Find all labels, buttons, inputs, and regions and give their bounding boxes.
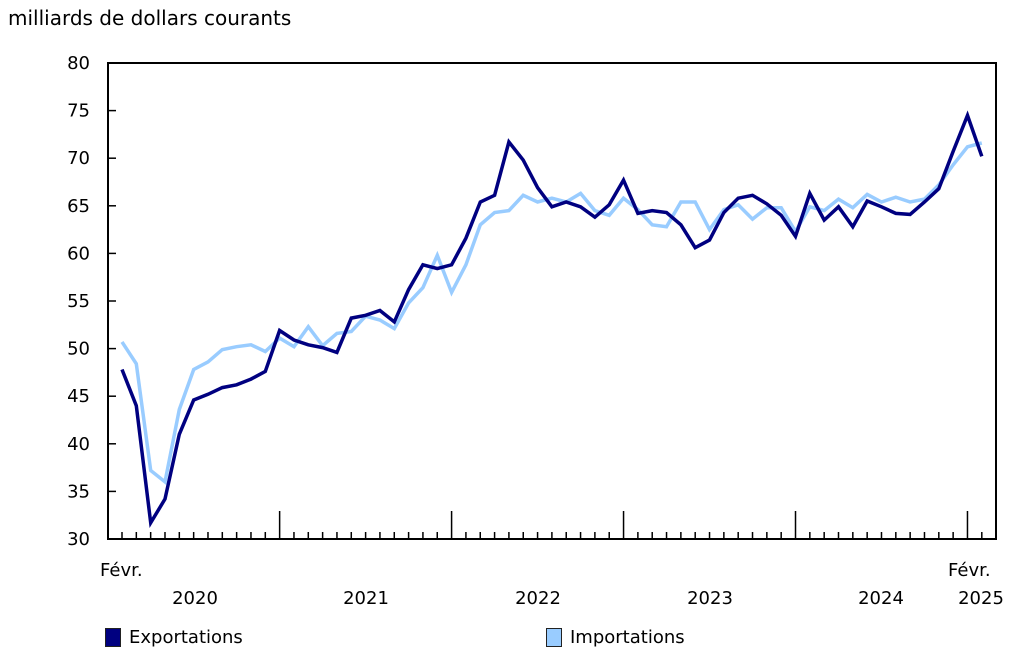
legend-label-exportations: Exportations: [129, 627, 243, 648]
x-start-month-label: Févr.: [100, 560, 143, 581]
y-tick-label: 60: [67, 243, 90, 264]
y-axis-unit-label: milliards de dollars courants: [8, 6, 292, 30]
y-tick-label: 35: [67, 481, 90, 502]
x-year-label: 2023: [687, 588, 733, 609]
importations-swatch-icon: [546, 628, 562, 647]
chart-frame: [107, 62, 997, 540]
y-tick-label: 50: [67, 339, 90, 360]
y-tick-label: 65: [67, 196, 90, 217]
x-year-label: 2022: [515, 588, 561, 609]
legend-label-importations: Importations: [570, 627, 685, 648]
legend-item-importations: Importations: [546, 627, 685, 648]
y-tick-label: 55: [67, 291, 90, 312]
x-year-label: 2024: [858, 588, 904, 609]
y-tick-label: 75: [67, 101, 90, 122]
y-tick-label: 45: [67, 386, 90, 407]
x-year-label: 2025: [958, 588, 1004, 609]
y-tick-label: 40: [67, 434, 90, 455]
x-year-label: 2021: [343, 588, 389, 609]
plot-area-border: [107, 62, 997, 540]
y-tick-label: 70: [67, 148, 90, 169]
x-axis: Févr. Févr. 2020 2021 2022 2023 2024 2025: [100, 511, 1004, 609]
exportations-swatch-icon: [105, 628, 121, 647]
series-line-exportations: [120, 110, 984, 529]
y-tick-label: 80: [67, 53, 90, 74]
x-year-label: 2020: [172, 588, 218, 609]
plot-lines: [120, 110, 984, 529]
legend-item-exportations: Exportations: [105, 627, 243, 648]
x-end-month-label: Févr.: [948, 560, 991, 581]
series-line-importations: [120, 141, 983, 486]
y-axis: 30 35 40 45 50 55 60 65 70 75 80: [67, 53, 116, 550]
y-tick-label: 30: [67, 529, 90, 550]
